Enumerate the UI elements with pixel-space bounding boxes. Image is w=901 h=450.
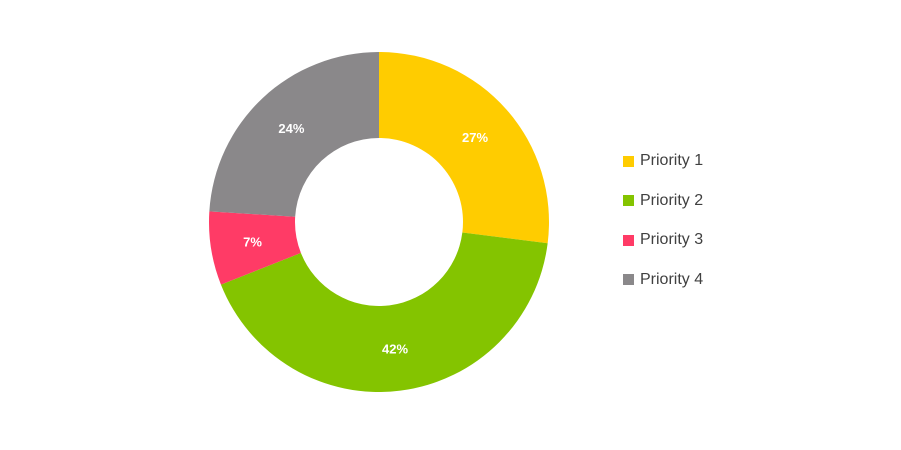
- legend-swatch: [623, 195, 634, 206]
- legend-label: Priority 2: [640, 191, 704, 209]
- legend-swatch: [623, 155, 634, 167]
- slices-layer: [208, 52, 549, 392]
- legend-label: Priority 1: [640, 152, 704, 169]
- donut-slice-2[interactable]: [220, 232, 548, 392]
- labels-layer: 27% 42% 7% 24%: [243, 121, 488, 356]
- legend-item-priority-3[interactable]: Priority 3: [623, 227, 703, 253]
- legend-label: Priority 3: [640, 231, 704, 248]
- legend-swatch: [623, 234, 634, 246]
- slice-label-4: 24%: [278, 121, 304, 136]
- legend-label: Priority 4: [640, 270, 704, 288]
- slice-label-3: 7%: [243, 235, 262, 250]
- donut-slice-3[interactable]: [208, 211, 301, 285]
- legend-item-priority-2[interactable]: Priority 2: [623, 188, 703, 214]
- legend-swatch: [623, 274, 634, 285]
- legend-item-priority-1[interactable]: Priority 1: [623, 148, 703, 174]
- slice-label-1: 27%: [462, 130, 488, 145]
- slice-label-2: 42%: [382, 341, 408, 356]
- legend-item-priority-4[interactable]: Priority 4: [623, 267, 703, 293]
- donut-slice-4[interactable]: [209, 52, 379, 217]
- chart-legend: Priority 1 Priority 2 Priority 3 Priority 4: [623, 148, 703, 306]
- donut-slice-1[interactable]: [379, 52, 549, 244]
